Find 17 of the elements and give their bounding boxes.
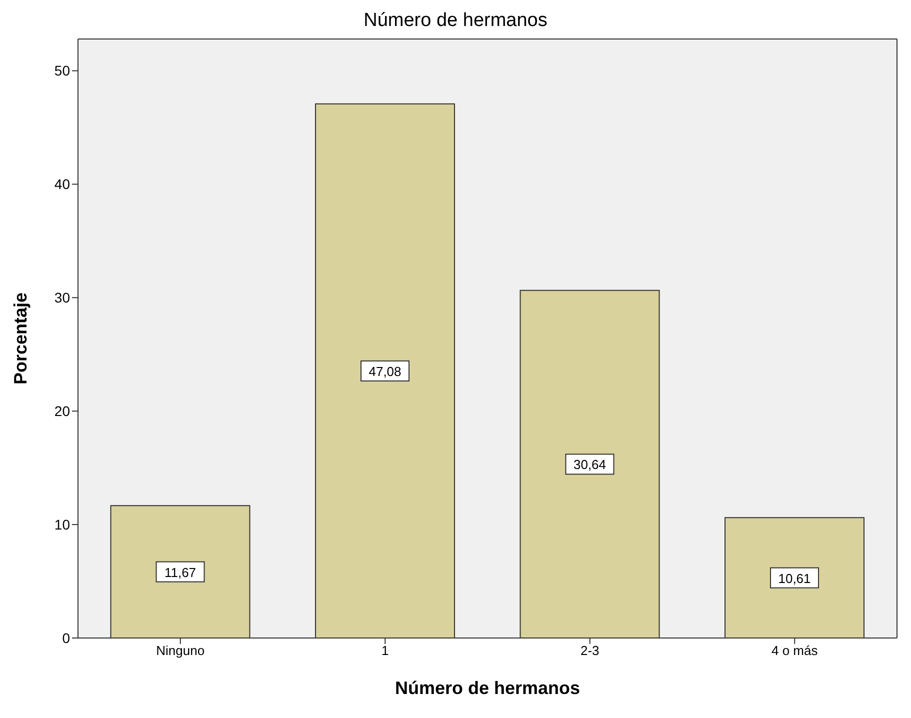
data-label: 11,67 <box>164 564 196 580</box>
chart-title: Número de hermanos <box>362 9 548 33</box>
data-label: 47,08 <box>368 364 402 379</box>
y-axis-title: Porcentaje <box>10 292 30 385</box>
x-axis-title: Número de hermanos <box>394 678 580 698</box>
y-tick-label: 20 <box>54 403 70 420</box>
y-tick-label: 40 <box>54 176 70 192</box>
data-label: 10,61 <box>778 570 811 586</box>
data-label: 30,64 <box>573 457 606 472</box>
y-tick-label: 50 <box>54 62 70 79</box>
x-tick-label: 1 <box>382 643 389 658</box>
x-tick-label: 4 o más <box>772 643 818 658</box>
y-tick-label: 0 <box>62 630 70 646</box>
y-tick-label: 10 <box>54 516 70 533</box>
x-tick-label: Ninguno <box>156 643 205 658</box>
y-tick-label: 30 <box>54 290 70 306</box>
x-tick-label: 2-3 <box>580 643 600 658</box>
